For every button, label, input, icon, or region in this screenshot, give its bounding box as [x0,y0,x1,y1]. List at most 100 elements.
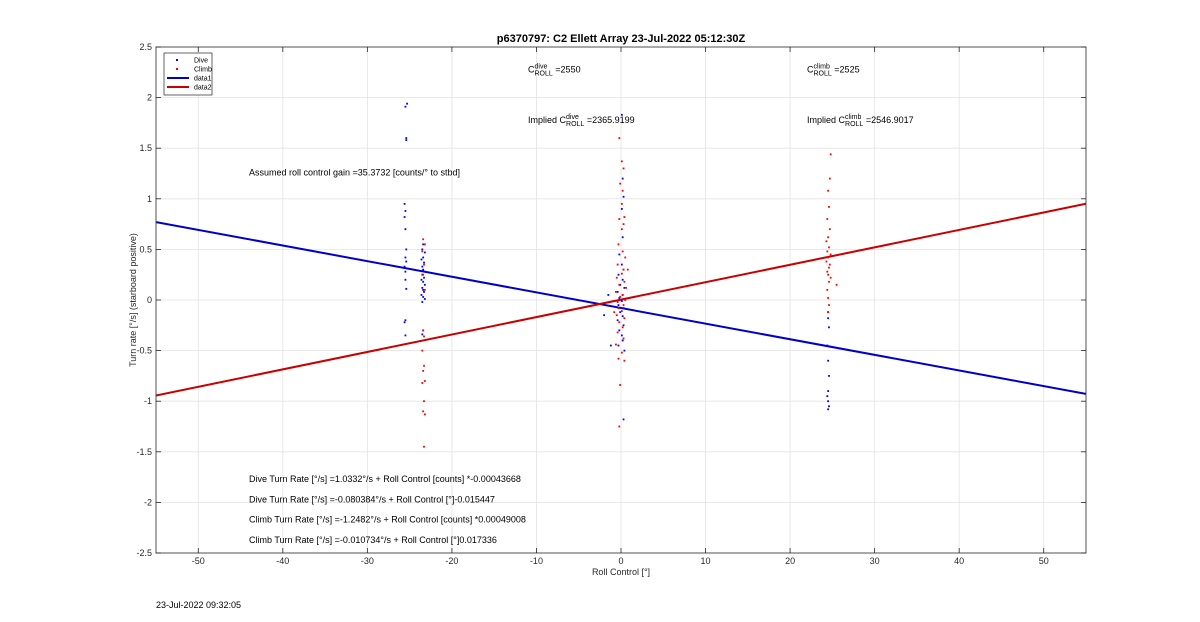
point-climb [622,223,625,225]
point-climb [618,321,621,324]
point-dive [827,359,830,362]
point-climb [621,294,624,296]
point-dive [827,408,830,411]
point-dive [422,296,425,298]
point-dive [609,344,612,347]
point-dive [423,270,426,273]
point-climb [421,349,424,352]
point-dive [622,324,625,327]
point-dive [423,261,425,264]
point-climb [423,400,425,403]
point-dive [618,329,621,332]
point-dive [404,105,407,108]
point-dive [403,216,406,218]
point-climb [615,276,618,279]
point-climb [622,167,625,170]
point-climb [622,304,625,306]
point-climb [827,311,830,314]
x-axis-label: Roll Control [°] [592,567,650,577]
point-climb [617,357,620,360]
point-climb [623,359,626,362]
point-climb [828,177,831,180]
point-dive [422,288,425,291]
point-climb [825,260,828,263]
point-dive [623,349,626,352]
point-dive [617,304,620,306]
x-tick-label: 40 [954,556,964,566]
point-dive [621,339,624,342]
point-climb [620,351,623,354]
x-tick-label: -40 [276,556,289,566]
point-climb [626,268,629,271]
legend-label: Climb [194,67,212,74]
annotation-text: Climb Turn Rate [°/s] =-0.010734°/s + Ro… [249,535,497,545]
point-climb [827,189,830,192]
point-climb [623,280,626,283]
legend-label: data1 [194,76,212,83]
point-dive [420,258,423,261]
point-climb [620,202,623,205]
point-climb [422,238,425,241]
y-tick-label: 2.5 [139,42,152,52]
grid [156,47,1086,553]
legend-marker-climb [176,68,178,70]
point-dive [420,278,423,281]
point-dive [423,298,426,300]
point-dive [404,256,407,259]
point-climb [827,297,830,299]
x-tick-label: 30 [870,556,880,566]
point-dive [423,276,425,279]
point-climb [421,250,424,253]
annotation-text: Climb Turn Rate [°/s] =-1.2482°/s + Roll… [249,515,526,525]
y-tick-label: -2.5 [136,548,152,558]
point-climb [618,137,621,139]
point-dive [421,286,424,289]
point-climb [827,236,830,239]
point-dive [420,294,423,296]
point-climb [624,299,627,301]
point-climb [619,296,622,298]
point-climb [616,331,619,334]
series-line-data1 [156,221,1086,395]
point-dive [421,265,424,268]
point-climb [618,218,621,220]
axis-ticks: -50 -40 -30 -20 -10 0 10 20 30 40 50-2.5-2-1.5-1-0… [136,42,1086,566]
point-dive [828,326,830,329]
point-dive [406,102,408,105]
annotation-text: Dive Turn Rate [°/s] =1.0332°/s + Roll C… [249,474,521,484]
y-tick-label: -1.5 [136,447,152,457]
point-dive [622,195,625,198]
point-climb [825,240,828,243]
point-dive [623,286,626,289]
point-climb [616,263,619,266]
coefficient-label: Implied Cclimb ROLL =2546.9017 [807,114,914,128]
annotations: Cdive ROLL =2550 Cclimb ROLL =2525 Implied C… [249,63,914,545]
point-dive [404,210,407,212]
series-line-data2 [156,202,1086,397]
point-dive [616,291,619,293]
x-tick-label: -50 [192,556,205,566]
point-climb [423,364,425,367]
point-climb [621,189,624,192]
x-tick-label: 0 [618,556,623,566]
y-tick-label: -0.5 [136,346,152,356]
point-climb [621,326,624,329]
point-climb [620,310,623,313]
point-climb [423,413,426,416]
point-climb [620,272,623,275]
y-tick-label: 2 [147,93,152,103]
point-dive [620,208,623,210]
point-dive [618,253,621,256]
point-dive [422,243,425,246]
point-climb [422,369,425,372]
legend: Dive Climb data1 data2 [163,52,213,96]
y-tick-label: -1 [144,396,152,406]
point-climb [423,263,425,266]
point-dive [421,333,424,336]
point-dive [404,319,407,322]
point-climb [421,382,424,384]
y-tick-label: 0 [147,295,152,305]
point-climb [828,228,831,231]
point-dive [620,263,623,266]
point-climb [615,314,618,317]
